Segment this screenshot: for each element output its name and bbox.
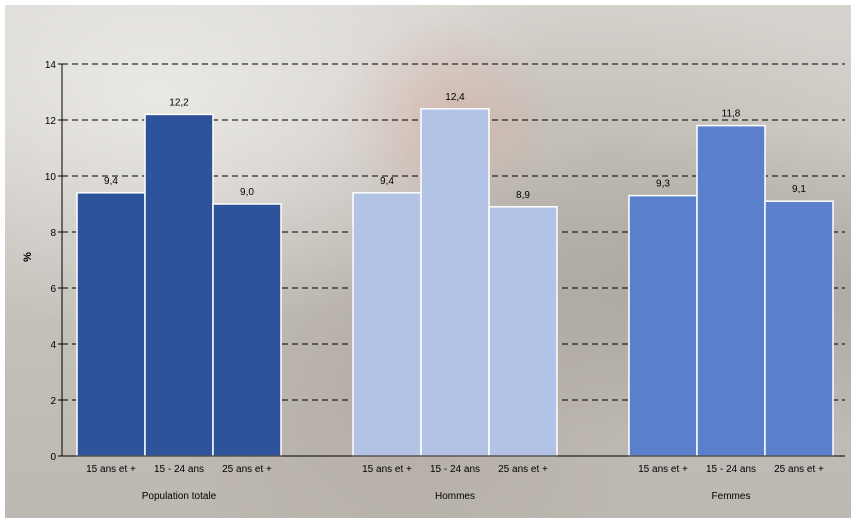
value-label: 11,8 xyxy=(722,109,741,120)
category-label: 15 - 24 ans xyxy=(706,464,756,475)
category-label: 15 - 24 ans xyxy=(430,464,480,475)
value-label: 9,0 xyxy=(240,187,254,198)
y-tick-label: 12 xyxy=(45,116,57,127)
bar xyxy=(628,194,698,457)
y-tick-label: 14 xyxy=(45,60,57,71)
group-label: Population totale xyxy=(142,491,217,502)
group-label: Femmes xyxy=(712,491,751,502)
category-label: 15 ans et + xyxy=(362,464,412,475)
axes: 0 2 4 6 8 10 12 14 xyxy=(45,60,845,463)
bar xyxy=(212,203,282,457)
category-label: 25 ans et + xyxy=(774,464,824,475)
y-axis-label: % xyxy=(22,252,34,262)
bar-chart: 0 2 4 6 8 10 12 14 9,4 15 ans et + 12,2 15 - 24 an… xyxy=(22,60,845,502)
value-label: 8,9 xyxy=(516,190,530,201)
category-label: 25 ans et + xyxy=(222,464,272,475)
group-label: Hommes xyxy=(435,491,475,502)
category-label: 15 - 24 ans xyxy=(154,464,204,475)
bar xyxy=(696,124,766,457)
y-tick-label: 0 xyxy=(50,452,56,463)
y-tick-label: 2 xyxy=(50,396,56,407)
y-tick-label: 6 xyxy=(50,284,56,295)
y-tick-label: 4 xyxy=(50,340,56,351)
bar xyxy=(764,200,834,457)
value-label: 12,2 xyxy=(169,97,189,108)
bar xyxy=(488,206,558,457)
value-label: 12,4 xyxy=(445,92,465,103)
category-label: 15 ans et + xyxy=(638,464,688,475)
chart-frame: 0 2 4 6 8 10 12 14 9,4 15 ans et + 12,2 15 - 24 an… xyxy=(5,5,851,518)
value-label: 9,3 xyxy=(656,179,670,190)
bar xyxy=(76,192,146,457)
labels: 9,4 15 ans et + 12,2 15 - 24 ans 9,0 25 ans e… xyxy=(86,92,824,502)
value-label: 9,1 xyxy=(792,184,806,195)
value-label: 9,4 xyxy=(380,176,394,187)
bar xyxy=(352,192,422,457)
value-label: 9,4 xyxy=(104,176,118,187)
bar xyxy=(144,113,214,457)
y-tick-label: 10 xyxy=(45,172,57,183)
category-label: 15 ans et + xyxy=(86,464,136,475)
category-label: 25 ans et + xyxy=(498,464,548,475)
y-tick-label: 8 xyxy=(50,228,56,239)
bar xyxy=(420,108,490,457)
bars xyxy=(76,108,834,457)
